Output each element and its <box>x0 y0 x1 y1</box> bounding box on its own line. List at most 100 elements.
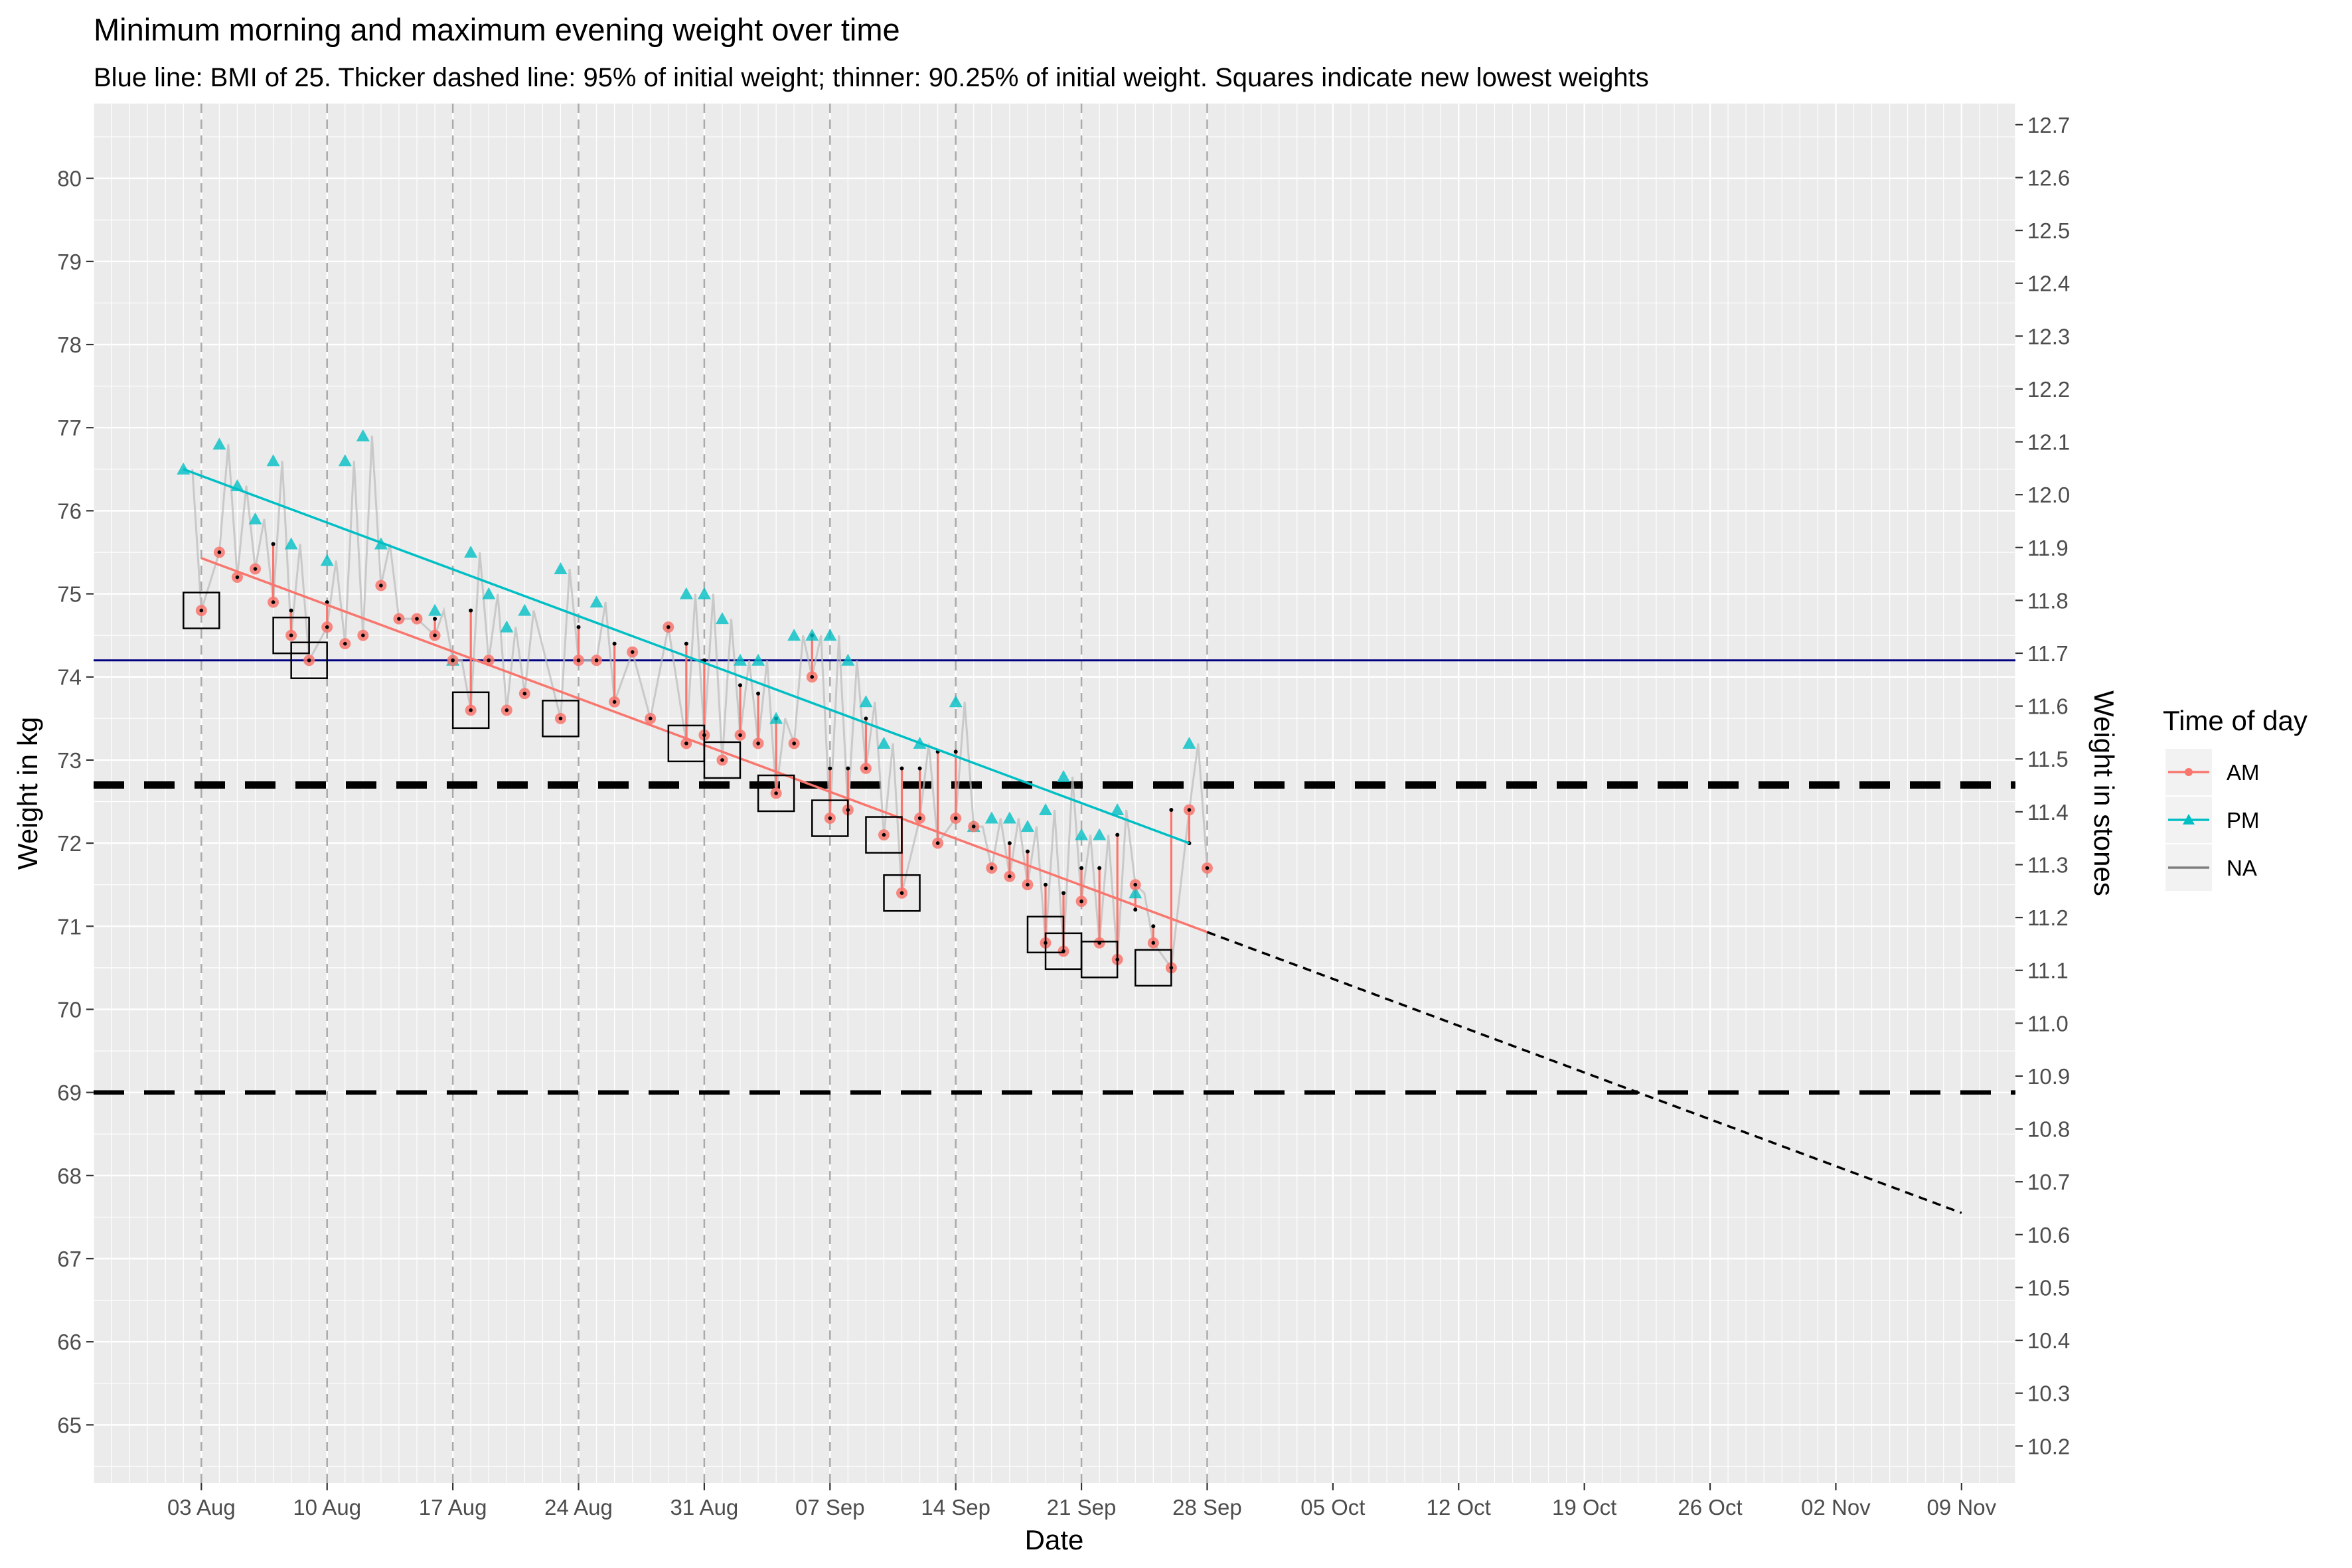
y2-tick-label: 11.8 <box>2027 588 2069 613</box>
data-markers <box>177 429 1213 974</box>
pm-point <box>177 462 191 475</box>
x-tick-label: 28 Sep <box>1172 1495 1242 1520</box>
pm-point <box>805 629 819 641</box>
pm-point <box>356 429 370 441</box>
pm-point <box>482 587 496 599</box>
am-point-center <box>1133 882 1138 887</box>
x-tick-label: 02 Nov <box>1801 1495 1871 1520</box>
am-point-center <box>343 641 347 646</box>
pm-point <box>679 587 693 599</box>
x-tick-label: 31 Aug <box>670 1495 739 1520</box>
am-point-center <box>253 567 258 571</box>
am-point-center <box>325 625 329 629</box>
y-tick-label: 68 <box>57 1164 82 1188</box>
x-axis-ticks: 03 Aug 10 Aug 17 Aug 24 Aug 31 Aug 07 Sep 14 S… <box>167 1483 1997 1520</box>
y2-tick-label: 12.3 <box>2027 324 2070 349</box>
y2-axis-ticks: 10.2 10.3 10.4 10.5 10.6 10.7 10.8 10.9 11.0 11.1… <box>2015 113 2070 1458</box>
new-lowest-square <box>1135 949 1172 987</box>
x-tick-label: 17 Aug <box>419 1495 487 1520</box>
daily-max-point <box>576 625 581 629</box>
pm-point <box>284 537 298 550</box>
am-point-center <box>774 791 778 795</box>
am-point-center <box>451 658 455 663</box>
y2-tick-label: 12.6 <box>2027 165 2070 190</box>
pm-point <box>230 479 244 491</box>
pm-point <box>1038 803 1052 816</box>
x-tick-label: 21 Sep <box>1047 1495 1117 1520</box>
am-point-center <box>397 617 401 621</box>
new-lowest-square <box>290 641 328 679</box>
y2-tick-label: 12.7 <box>2027 113 2070 137</box>
pm-point <box>1020 820 1034 832</box>
y-tick-label: 66 <box>57 1330 82 1354</box>
y-tick-label: 76 <box>57 499 82 523</box>
x-tick-label: 05 Oct <box>1300 1495 1365 1520</box>
y2-tick-label: 11.6 <box>2027 694 2069 719</box>
x-tick-label: 07 Sep <box>795 1495 865 1520</box>
am-point-center <box>379 584 383 588</box>
daily-max-point <box>1061 891 1066 896</box>
x-tick-label: 19 Oct <box>1552 1495 1616 1520</box>
pm-point <box>841 653 855 666</box>
daily-max-point <box>756 691 761 696</box>
y-tick-label: 70 <box>57 997 82 1022</box>
y2-tick-label: 11.1 <box>2027 959 2069 983</box>
y2-tick-label: 11.2 <box>2027 905 2069 930</box>
x-tick-label: 14 Sep <box>921 1495 990 1520</box>
daily-max-point <box>1079 866 1084 870</box>
x-tick-label: 10 Aug <box>293 1495 361 1520</box>
am-point-center <box>594 658 599 663</box>
y2-tick-label: 12.1 <box>2027 430 2070 455</box>
legend-am-point <box>2185 768 2193 776</box>
pm-point <box>266 454 280 467</box>
y2-tick-label: 10.5 <box>2027 1275 2070 1300</box>
am-point-center <box>1008 874 1012 878</box>
y2-tick-label: 10.9 <box>2027 1064 2070 1089</box>
y2-tick-label: 11.3 <box>2027 852 2069 877</box>
x-tick-label: 24 Aug <box>544 1495 613 1520</box>
daily-max-point <box>917 766 922 771</box>
y2-tick-label: 11.9 <box>2027 536 2069 560</box>
y-tick-label: 75 <box>57 582 82 607</box>
daily-max-point <box>325 600 329 605</box>
y2-tick-label: 11.0 <box>2027 1011 2069 1036</box>
new-lowest-square <box>757 774 795 813</box>
am-point-center <box>199 608 204 613</box>
pm-point <box>500 620 514 633</box>
am-point-center <box>576 658 581 663</box>
am-point-center <box>612 700 617 704</box>
am-point-center <box>935 841 940 845</box>
y2-tick-label: 10.7 <box>2027 1170 2070 1194</box>
am-point-center <box>361 633 365 637</box>
pm-point <box>859 695 873 708</box>
new-lowest-square <box>865 816 903 854</box>
new-lowest-square <box>1080 941 1119 979</box>
y-tick-label: 73 <box>57 748 82 773</box>
am-point-center <box>990 866 994 870</box>
legend-label-pm: PM <box>2227 808 2260 832</box>
pm-point <box>1182 736 1196 749</box>
pm-point <box>769 712 783 724</box>
pm-point <box>787 629 801 641</box>
x-tick-label: 09 Nov <box>1927 1495 1997 1520</box>
pm-point <box>518 603 532 616</box>
am-point-center <box>917 816 922 821</box>
pm-point <box>338 454 352 467</box>
y2-tick-label: 11.4 <box>2027 800 2069 824</box>
pm-point <box>212 437 226 450</box>
y2-tick-label: 10.6 <box>2027 1223 2070 1247</box>
am-point-center <box>810 674 815 679</box>
am-point-center <box>666 625 670 629</box>
new-lowest-square <box>883 874 921 912</box>
legend-keys: AM PM NA <box>2165 749 2260 891</box>
daily-max-point <box>1043 882 1048 887</box>
y-tick-label: 77 <box>57 416 82 440</box>
daily-max-point <box>271 542 275 546</box>
pm-point <box>428 603 442 616</box>
y2-tick-label: 12.4 <box>2027 272 2070 296</box>
pm-point <box>823 629 837 641</box>
y2-tick-label: 10.4 <box>2027 1328 2070 1353</box>
daily-max-point <box>1151 924 1156 929</box>
legend-title: Time of day <box>2163 705 2308 736</box>
am-point-center <box>271 600 275 604</box>
